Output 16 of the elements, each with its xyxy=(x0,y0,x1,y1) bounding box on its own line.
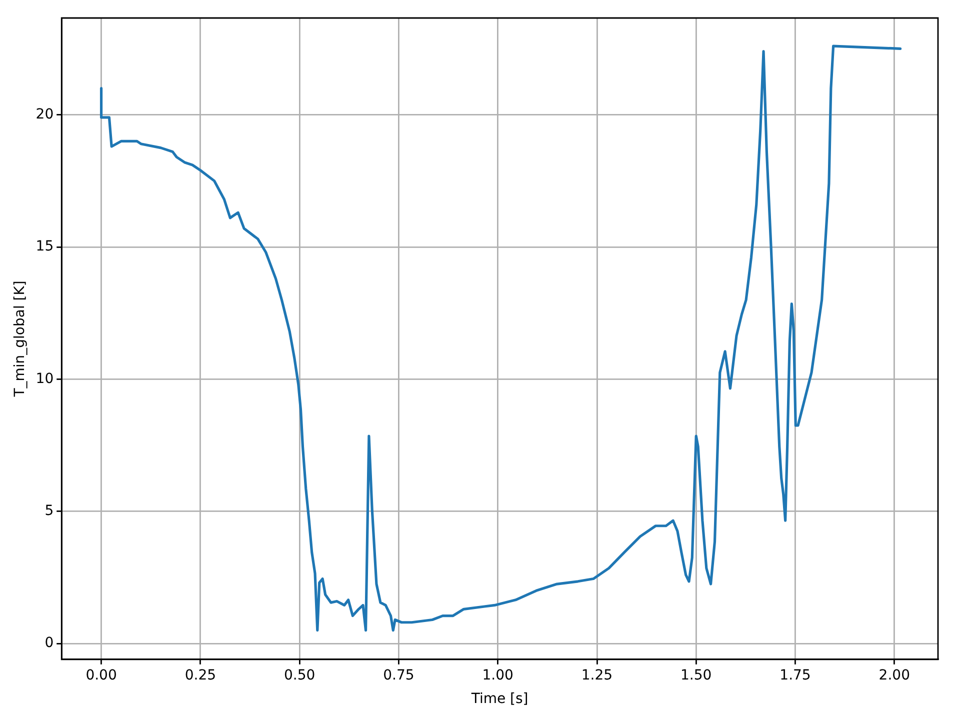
y-tick-label: 0 xyxy=(44,635,54,652)
x-tick-label: 0.50 xyxy=(284,667,316,684)
x-tick-label: 1.50 xyxy=(680,667,712,684)
y-tick-label: 5 xyxy=(44,502,54,519)
y-axis-title: T_min_global [K] xyxy=(12,280,28,398)
y-tick-label: 10 xyxy=(36,370,54,387)
x-tick-label: 2.00 xyxy=(878,667,910,684)
x-axis-title: Time [s] xyxy=(470,691,528,708)
x-tick-label: 1.25 xyxy=(581,667,613,684)
x-tick-label: 1.75 xyxy=(780,667,811,684)
y-tick-label: 20 xyxy=(36,106,54,122)
x-tick-label: 1.00 xyxy=(482,667,514,684)
x-tick-label: 0.25 xyxy=(184,667,216,684)
y-tick-label: 15 xyxy=(36,238,54,255)
x-tick-label: 0.75 xyxy=(383,667,414,684)
x-tick-label: 0.00 xyxy=(86,667,117,684)
